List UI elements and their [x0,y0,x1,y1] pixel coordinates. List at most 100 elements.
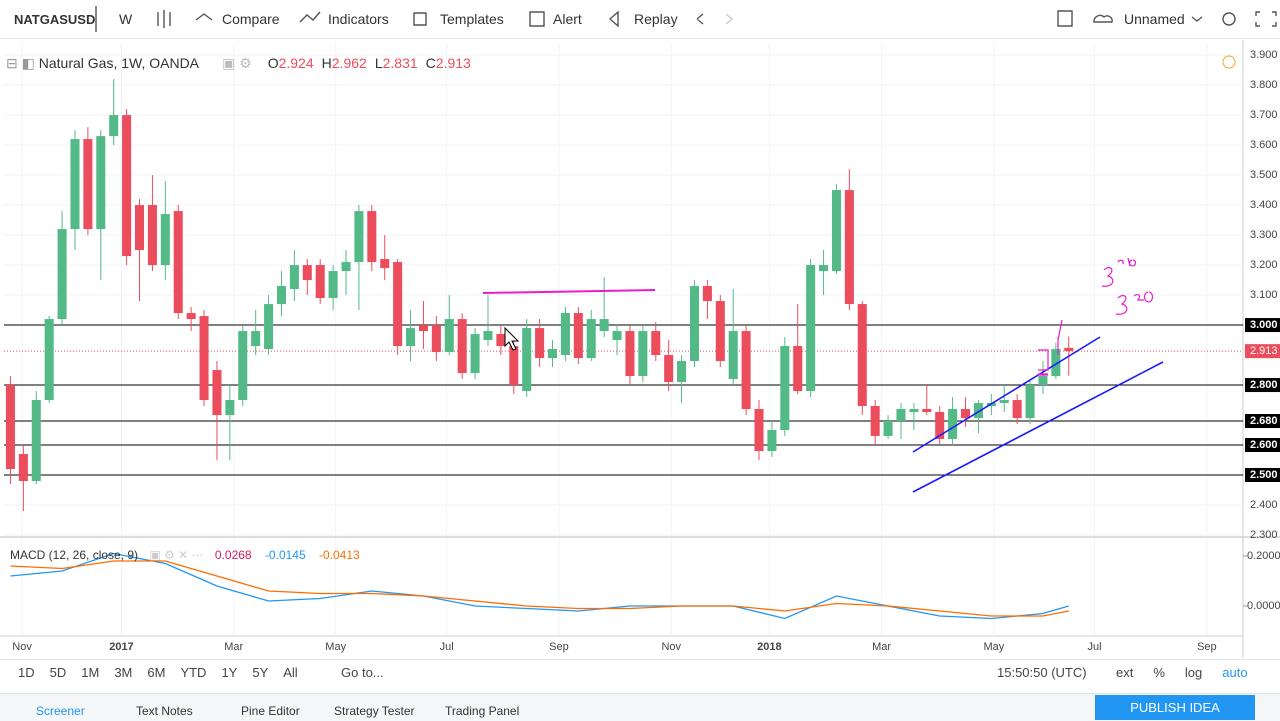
footer-tab[interactable]: Trading Panel [445,704,520,718]
candle-body [677,361,687,383]
footer-tab[interactable]: Pine Editor [241,704,300,718]
candle-body [819,265,829,272]
range-button[interactable]: 1M [81,665,100,680]
candle-body [1012,400,1022,419]
candle-body [5,385,15,470]
candle-body [173,211,183,314]
x-tick-label: Mar [872,641,891,653]
candle-body [535,328,545,359]
range-button[interactable]: 3M [114,665,133,680]
candle-body [264,304,274,350]
range-button[interactable]: 5Y [252,665,269,680]
top-toolbar [0,0,1280,39]
macd-line [10,552,1069,620]
y-tick-label: 3.800 [1250,79,1278,91]
drawing [482,289,656,294]
scale-option[interactable]: % [1153,665,1165,680]
candle-body [109,115,119,137]
candle-body [741,331,751,410]
candle-body [793,346,803,392]
interval[interactable]: W [119,11,133,27]
candle-body [780,346,790,431]
candle-body [18,454,28,482]
candle-body [599,319,609,332]
candle-body [238,331,248,401]
layout-name[interactable]: Unnamed [1124,11,1185,27]
candle-body [457,319,467,374]
candle-body [328,271,338,299]
candle-body [186,313,196,320]
range-button[interactable]: 1D [18,665,35,680]
range-button[interactable]: All [283,665,298,680]
level-label-bg [1245,414,1280,429]
x-tick-label: Sep [1197,641,1217,653]
x-tick-label: May [984,641,1005,653]
x-tick-label: May [325,641,346,653]
range-buttons: 1D 5D 1M 3M 6M YTD 1Y 5Y All [18,665,313,680]
candle-body [315,265,325,299]
x-tick-label: Sep [549,641,569,653]
candle-body [1025,385,1035,419]
compare-button[interactable]: Compare [222,11,280,27]
candle-body [341,262,351,272]
templates-button[interactable]: Templates [440,11,504,27]
candle-body [509,346,519,386]
macd-legend: MACD (12, 26, close, 9) ▣ ⚙ ✕ ⋯ 0.0268 -… [10,548,360,562]
macd-title: MACD (12, 26, close, 9) [10,548,139,562]
range-button[interactable]: YTD [180,665,207,680]
publish-button[interactable]: PUBLISH IDEA [1095,695,1255,720]
candle-body [289,265,299,290]
footer-tab[interactable]: Strategy Tester [334,704,415,718]
chart: Nov 2017 Mar May Jul Sep Nov 2018 Mar May Jul Sep 3.… [0,40,1280,658]
clock: 15:50:50 (UTC) [997,665,1087,680]
ohlc: O2.924 H2.962 L2.831 C2.913 [268,55,479,71]
candle-body [935,412,945,440]
level-label: 3.000 [1250,319,1278,331]
footer-tab[interactable]: Screener [36,704,85,718]
replay-button[interactable]: Replay [634,11,678,27]
candle-body [960,409,971,419]
level-label-bg [1245,378,1280,393]
x-tick-label: Jul [440,641,454,653]
legend: ⊟ ◧ Natural Gas, 1W, OANDA ▣ ⚙ O2.924 H2.… [6,55,479,72]
goto-button[interactable]: Go to... [341,665,384,680]
candle-body [44,319,54,401]
alert-button[interactable]: Alert [553,11,582,27]
scale-option[interactable]: log [1184,665,1203,680]
candle-body [31,400,41,482]
drawing [1038,319,1063,376]
candle-body [1051,349,1061,377]
candle-body [689,286,700,362]
x-tick-label: Jul [1088,641,1102,653]
candle-body [702,286,712,302]
indicators-button[interactable]: Indicators [328,11,389,27]
y-tick-label: 3.600 [1250,139,1278,151]
range-button[interactable]: 1Y [221,665,238,680]
level-label: 2.600 [1250,439,1278,451]
ohlc-key: O [267,55,279,71]
candle-body [522,328,532,392]
drawing [912,336,1101,453]
macd-value: 0.0268 [214,548,252,562]
candle-body [70,139,80,230]
drawing [912,361,1164,493]
bottom-bar [0,659,1280,688]
scale-option[interactable]: auto [1222,665,1248,680]
candle-body [948,409,958,440]
candle-body [483,331,493,341]
footer-tab[interactable]: Text Notes [136,704,193,718]
symbol[interactable]: NATGASUSD [14,12,96,27]
alert-icon [1222,55,1236,69]
candle-body [380,259,390,269]
y-tick-label: 3.700 [1250,109,1278,121]
range-button[interactable]: 5D [49,665,67,680]
candle-body [431,325,441,353]
candle-body [367,211,377,263]
candle-body [160,214,170,266]
range-button[interactable]: 6M [147,665,166,680]
macd-line [10,560,1069,617]
candle-body [496,334,506,347]
ohlc-value: 2.924 [278,55,314,71]
scale-option[interactable]: ext [1116,665,1134,680]
